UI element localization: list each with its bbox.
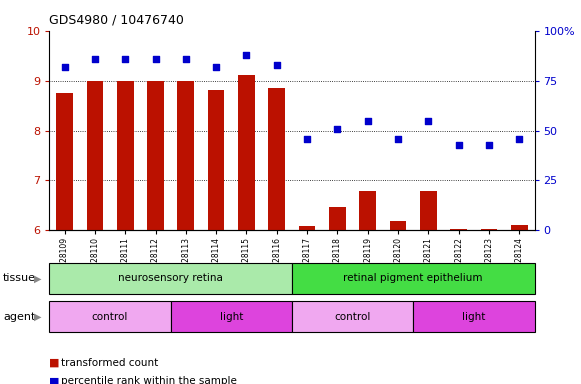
Bar xyxy=(511,225,528,230)
Bar xyxy=(87,81,103,230)
Point xyxy=(515,136,524,142)
Text: ▶: ▶ xyxy=(34,312,42,322)
Text: GDS4980 / 10476740: GDS4980 / 10476740 xyxy=(49,13,184,26)
Point xyxy=(90,56,99,62)
Bar xyxy=(117,81,134,230)
Text: neurosensory retina: neurosensory retina xyxy=(118,273,223,283)
Text: transformed count: transformed count xyxy=(61,358,158,368)
Bar xyxy=(360,192,376,230)
Text: light: light xyxy=(462,312,486,322)
Bar xyxy=(238,74,255,230)
Bar xyxy=(420,192,437,230)
Bar xyxy=(413,301,535,332)
Bar xyxy=(480,229,497,230)
Bar xyxy=(268,88,285,230)
Text: percentile rank within the sample: percentile rank within the sample xyxy=(61,376,237,384)
Text: retinal pigment epithelium: retinal pigment epithelium xyxy=(343,273,483,283)
Bar xyxy=(329,207,346,230)
Point xyxy=(424,118,433,124)
Text: tissue: tissue xyxy=(3,273,36,283)
Point xyxy=(454,141,464,147)
Bar xyxy=(390,222,407,230)
Point xyxy=(363,118,372,124)
Point xyxy=(242,51,251,58)
Bar xyxy=(49,263,292,294)
Text: ■: ■ xyxy=(49,358,60,368)
Bar xyxy=(299,227,315,230)
Bar xyxy=(208,89,224,230)
Point xyxy=(333,126,342,132)
Bar xyxy=(147,81,164,230)
Bar xyxy=(49,301,171,332)
Bar xyxy=(171,301,292,332)
Point xyxy=(272,61,281,68)
Point xyxy=(181,56,191,62)
Bar xyxy=(292,263,535,294)
Bar xyxy=(450,229,467,230)
Text: ■: ■ xyxy=(49,376,60,384)
Point xyxy=(393,136,403,142)
Text: agent: agent xyxy=(3,312,35,322)
Point xyxy=(485,141,494,147)
Text: control: control xyxy=(92,312,128,322)
Point xyxy=(151,56,160,62)
Bar xyxy=(56,93,73,230)
Point xyxy=(211,64,221,70)
Point xyxy=(120,56,130,62)
Point xyxy=(303,136,312,142)
Bar xyxy=(177,81,194,230)
Text: control: control xyxy=(335,312,371,322)
Bar xyxy=(292,301,413,332)
Text: ▶: ▶ xyxy=(34,273,42,283)
Point xyxy=(60,64,69,70)
Text: light: light xyxy=(220,312,243,322)
